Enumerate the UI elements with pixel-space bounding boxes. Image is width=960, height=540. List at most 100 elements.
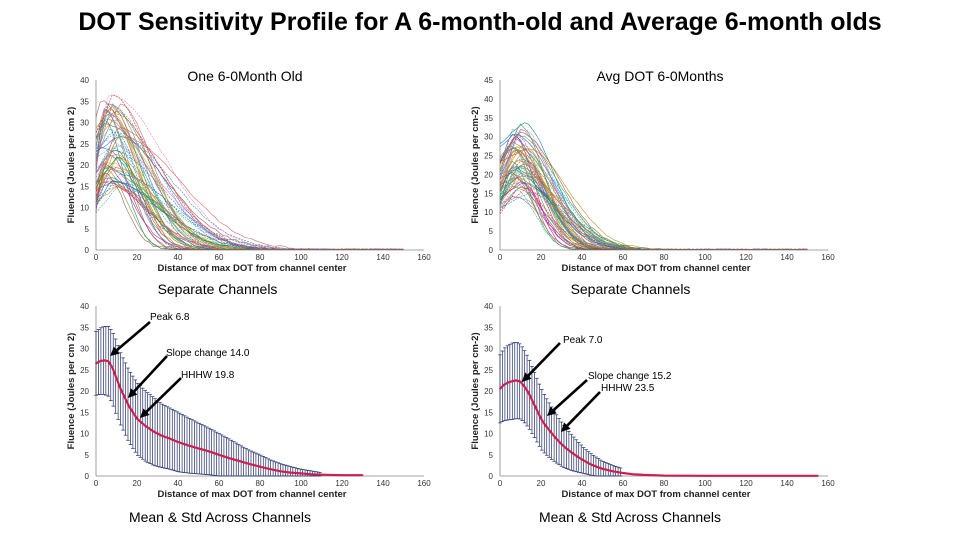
mean-point — [123, 396, 126, 399]
mean-point — [132, 411, 134, 414]
y-tick-label: 40 — [484, 302, 493, 311]
y-tick-label: 30 — [80, 119, 89, 128]
mean-point — [99, 360, 101, 363]
channel-curve-tl — [95, 173, 404, 250]
y-tick-label: 35 — [80, 323, 89, 332]
y-tick-label: 15 — [80, 182, 89, 191]
x-tick-label: 80 — [256, 479, 265, 488]
mean-point — [259, 465, 261, 468]
x-axis-label: Distance of max DOT from channel center — [562, 489, 751, 500]
y-tick-label: 0 — [489, 472, 494, 481]
y-axis-label: Fluence (Joules per cm 2) — [66, 333, 77, 450]
slide-title: DOT Sensitivity Profile for A 6-month-ol… — [78, 8, 882, 36]
channel-curve-tl — [95, 109, 404, 250]
mean-point — [589, 463, 592, 465]
x-tick-label: 100 — [294, 479, 308, 488]
mean-point — [144, 424, 147, 427]
x-tick-label: 60 — [215, 479, 224, 488]
panel-title-one-6-month-old: One 6-0Month Old — [187, 68, 303, 84]
y-tick-label: 45 — [484, 76, 493, 85]
channel-curve-tl — [95, 148, 404, 250]
mean-point — [207, 450, 210, 453]
x-tick-label: 0 — [498, 253, 503, 262]
chart-svg-br: 0 20 40 60 80 100 120 140 1600510152025303540Dis… — [470, 302, 835, 500]
x-tick-label: 120 — [739, 479, 753, 488]
x-tick-label: 80 — [660, 253, 669, 262]
y-tick-label: 40 — [80, 76, 89, 85]
x-tick-label: 0 — [94, 253, 99, 262]
y-tick-label: 35 — [80, 97, 89, 106]
y-tick-label: 20 — [484, 387, 493, 396]
mean-point — [103, 359, 106, 362]
channel-curve-tr — [499, 196, 808, 250]
annotation-arrow — [145, 377, 182, 413]
mean-point — [523, 385, 526, 388]
annotation-arrow — [116, 321, 151, 352]
y-tick-label: 10 — [80, 204, 89, 213]
x-tick-label: 100 — [698, 253, 712, 262]
x-tick-label: 140 — [376, 479, 390, 488]
caption-separate-channels-left: Separate Channels — [157, 281, 278, 297]
mean-point — [611, 470, 614, 473]
channel-curve-tl — [95, 94, 404, 250]
mean-point — [289, 471, 292, 474]
mean-point — [228, 457, 231, 460]
mean-point — [511, 380, 514, 383]
mean-point — [127, 404, 130, 407]
mean-point — [115, 377, 118, 380]
mean-point — [622, 472, 624, 474]
x-tick-label: 160 — [821, 479, 835, 488]
y-tick-label: 10 — [484, 430, 493, 439]
y-tick-label: 5 — [85, 225, 90, 234]
mean-line — [95, 359, 363, 477]
annotation-arrow — [552, 379, 588, 411]
y-tick-label: 5 — [489, 227, 494, 236]
x-tick-label: 20 — [537, 253, 546, 262]
x-tick-label: 140 — [780, 253, 794, 262]
annotation-arrow — [527, 342, 561, 377]
x-tick-label: 0 — [94, 479, 99, 488]
mean-point — [248, 463, 251, 465]
mean-point — [503, 383, 505, 386]
chart-svg-tl: 0 20 40 60 80 100 120 140 1600510152025303540Dis… — [66, 76, 431, 274]
annotation-arrowhead — [140, 408, 150, 418]
mean-point — [536, 409, 538, 412]
chart-svg-tr: 0 20 40 60 80 100 120 140 160 0 5 10 15 20 25 30 35 40 45 D… — [470, 76, 835, 274]
x-axis-label: Distance of max DOT from channel center — [158, 263, 347, 274]
x-tick-label: 20 — [133, 253, 142, 262]
mean-point — [540, 417, 542, 420]
x-tick-label: 140 — [780, 479, 794, 488]
y-tick-label: 20 — [484, 170, 493, 179]
mean-point — [119, 387, 122, 390]
mean-point — [218, 453, 220, 456]
annotation-hhhw: HHHW 19.8 — [181, 370, 235, 381]
mean-point — [269, 468, 272, 471]
y-tick-label: 10 — [484, 208, 493, 217]
y-tick-label: 30 — [484, 133, 493, 142]
mean-point — [187, 444, 190, 447]
x-tick-label: 100 — [698, 479, 712, 488]
channel-curve-tr — [499, 149, 808, 250]
x-tick-label: 40 — [174, 479, 183, 488]
y-tick-label: 15 — [80, 408, 89, 417]
mean-point — [704, 474, 706, 477]
channel-curve-tl — [95, 145, 404, 250]
y-tick-label: 0 — [489, 246, 494, 255]
mean-point — [197, 447, 200, 450]
mean-point — [556, 438, 559, 441]
mean-point — [320, 473, 323, 476]
y-tick-label: 25 — [80, 366, 89, 375]
mean-point — [519, 380, 522, 383]
mean-point — [527, 392, 530, 395]
channel-curve-tl — [95, 136, 404, 250]
channel-curve-tr — [499, 161, 808, 250]
mean-point — [560, 443, 563, 446]
x-tick-label: 40 — [174, 253, 183, 262]
y-axis-label: Fluence (Joules per cm 2) — [66, 107, 77, 224]
mean-point — [95, 362, 97, 365]
x-tick-label: 160 — [417, 479, 431, 488]
mean-point — [632, 473, 635, 476]
mean-point — [595, 465, 598, 468]
mean-point — [177, 441, 179, 443]
channel-curve-tl — [95, 166, 404, 250]
